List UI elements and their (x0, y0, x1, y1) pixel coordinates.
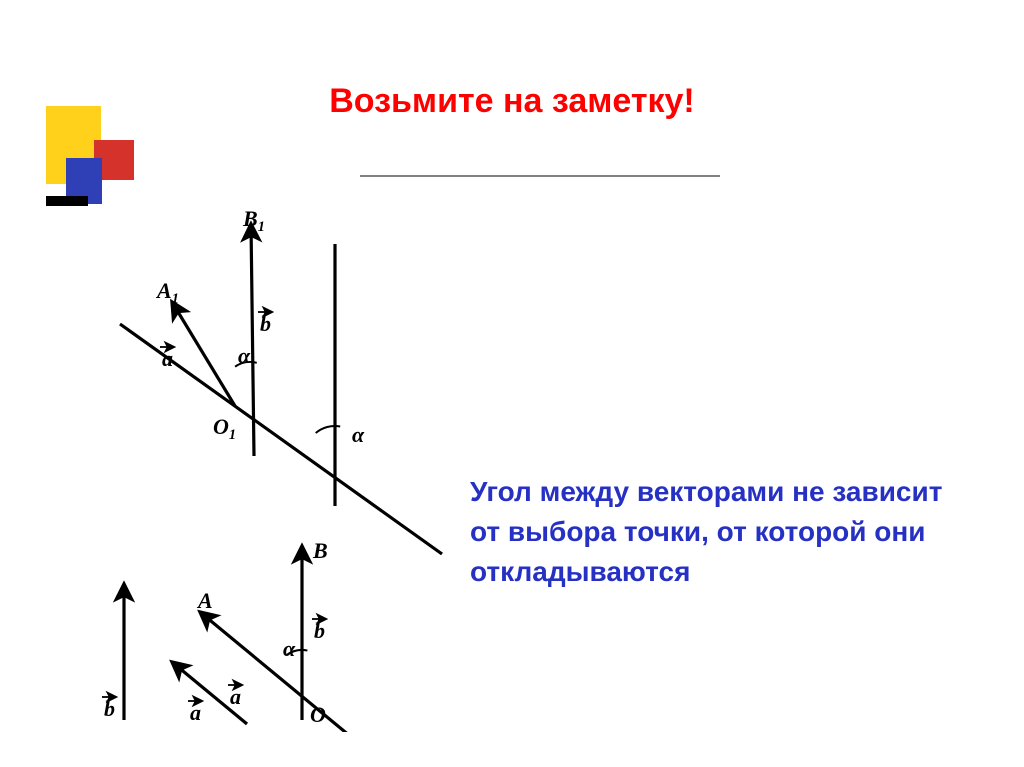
svg-text:a: a (162, 346, 173, 371)
svg-text:A: A (196, 588, 213, 613)
svg-text:O: O (310, 702, 326, 727)
svg-text:A1: A1 (155, 278, 179, 307)
svg-text:α: α (238, 343, 251, 368)
svg-text:α: α (352, 422, 365, 447)
svg-text:a: a (230, 684, 241, 709)
vector-diagram: A1B1O1abααABOabbaα (90, 196, 460, 732)
svg-text:B1: B1 (242, 206, 265, 235)
svg-text:a: a (190, 700, 201, 725)
body-text: Угол между векторами не зависит от выбор… (470, 472, 970, 592)
slide-title: Возьмите на заметку! (0, 82, 1024, 121)
svg-text:O1: O1 (213, 414, 236, 443)
slide: Возьмите на заметку! Угол между векторам… (0, 0, 1024, 767)
svg-text:b: b (104, 696, 115, 721)
svg-text:b: b (314, 618, 325, 643)
svg-text:B: B (312, 538, 328, 563)
deco-black-bar (46, 196, 88, 206)
svg-text:b: b (260, 311, 271, 336)
svg-text:α: α (283, 636, 296, 661)
